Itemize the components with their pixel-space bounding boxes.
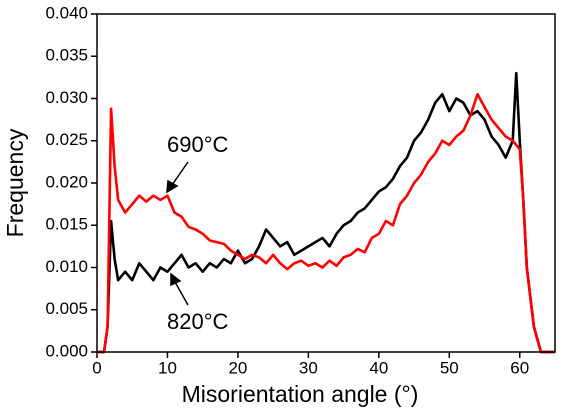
arrow bbox=[174, 281, 189, 306]
x-tick-label: 50 bbox=[440, 358, 459, 377]
x-tick-label: 0 bbox=[92, 358, 101, 377]
y-tick-label: 0.005 bbox=[45, 299, 88, 318]
y-tick-label: 0.035 bbox=[45, 46, 88, 65]
plot-frame bbox=[96, 13, 556, 353]
x-axis-title: Misorientation angle (°) bbox=[182, 381, 419, 407]
line bbox=[97, 71, 555, 354]
arrow-head bbox=[170, 272, 182, 287]
x-tick-label: 30 bbox=[299, 358, 318, 377]
annotation: 690°C bbox=[167, 132, 229, 157]
y-tick-label: 0.010 bbox=[45, 257, 88, 276]
x-tick-label: 10 bbox=[158, 358, 177, 377]
x-tick-label: 20 bbox=[228, 358, 247, 377]
y-tick-label: 0.015 bbox=[45, 215, 88, 234]
arrow-head bbox=[166, 179, 179, 194]
y-tick-label: 0.040 bbox=[45, 3, 88, 22]
annotation: 820°C bbox=[167, 309, 229, 334]
y-tick-label: 0.000 bbox=[45, 341, 88, 360]
y-tick-label: 0.030 bbox=[45, 88, 88, 107]
line bbox=[97, 92, 555, 354]
y-axis-title: Frequency bbox=[2, 128, 28, 237]
x-tick-label: 60 bbox=[510, 358, 529, 377]
x-tick-label: 40 bbox=[369, 358, 388, 377]
y-tick-label: 0.020 bbox=[45, 172, 88, 191]
arrow bbox=[171, 161, 189, 186]
arrows bbox=[166, 161, 189, 306]
y-tick-label: 0.025 bbox=[45, 130, 88, 149]
